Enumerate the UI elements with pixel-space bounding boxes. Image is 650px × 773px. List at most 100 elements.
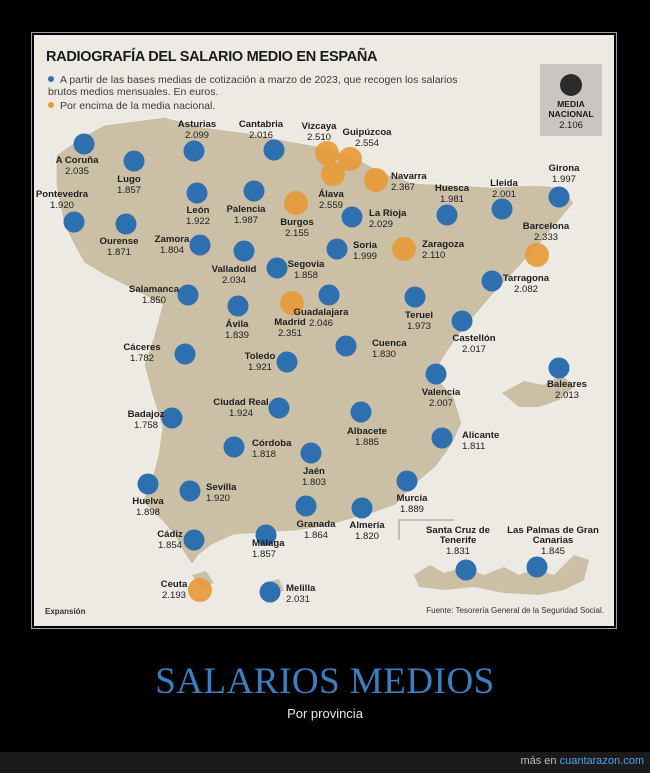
province-value: 1.803 — [301, 477, 327, 488]
marker-guipuzcoa — [338, 147, 362, 171]
marker-guadalajara — [318, 284, 340, 306]
baleares-shape — [502, 375, 574, 407]
province-value: 2.035 — [64, 166, 90, 177]
map-title: RADIOGRAFÍA DEL SALARIO MEDIO EN ESPAÑA — [46, 49, 378, 65]
marker-zamora — [189, 234, 211, 256]
label-toledo: Toledo 1.921 — [245, 351, 276, 373]
province-value: 1.898 — [135, 507, 160, 518]
province-value: 2.110 — [422, 250, 446, 261]
province-name: Zamora — [154, 234, 190, 245]
marker-madrid — [280, 291, 304, 315]
marker-granada — [295, 495, 317, 517]
province-name: Alicante — [462, 430, 500, 441]
marker-burgos — [284, 191, 308, 215]
province-value: 2.017 — [461, 344, 486, 355]
province-name: Valencia — [421, 387, 461, 398]
province-name: La Rioja — [369, 208, 407, 219]
label-jaen: Jaén 1.803 — [302, 466, 326, 488]
marker-badajoz — [161, 407, 183, 429]
province-value: 2.367 — [391, 182, 416, 193]
province-value: 1.922 — [185, 216, 211, 227]
province-name: Baleares — [546, 379, 588, 390]
label-girona: Girona 1.997 — [549, 163, 580, 185]
province-value: 1.857 — [116, 185, 142, 196]
label-castellon: Castellón 2.017 — [452, 333, 495, 355]
marker-jaen — [300, 442, 322, 464]
marker-vizcaya — [315, 141, 339, 165]
province-name: Albacete — [347, 426, 387, 437]
province-name: Vizcaya — [301, 121, 337, 132]
province-name: Teruel — [404, 310, 434, 321]
marker-leon — [186, 182, 208, 204]
province-value: 1.864 — [303, 530, 328, 541]
label-murcia: Murcia 1.889 — [397, 493, 428, 515]
marker-melilla — [259, 581, 281, 603]
province-value: 1.889 — [399, 504, 424, 515]
province-markers — [63, 133, 570, 603]
label-soria: Soria 1.999 — [353, 240, 377, 262]
label-a-coruna: A Coruña 2.035 — [56, 155, 99, 177]
province-name: Murcia — [396, 493, 428, 504]
province-name: Salamanca — [128, 284, 180, 295]
label-teruel: Teruel 1.973 — [405, 310, 433, 332]
marker-sevilla — [179, 480, 201, 502]
label-ciudad-real: Ciudad Real 1.924 — [213, 397, 268, 419]
province-value: 1.858 — [293, 270, 319, 281]
marker-alava — [321, 162, 345, 186]
label-sevilla: Sevilla 1.920 — [206, 482, 236, 504]
marker-segovia — [266, 257, 288, 279]
province-name: Soria — [353, 240, 377, 251]
footer-site-link[interactable]: cuantarazon.com — [559, 755, 644, 767]
marker-cantabria — [263, 139, 285, 161]
province-value: 1.920 — [206, 493, 231, 504]
marker-ourense — [115, 213, 137, 235]
province-value: 1.818 — [252, 449, 277, 460]
province-name: Guadalajara — [293, 307, 349, 318]
national-average-label: MEDIA NACIONAL — [548, 99, 594, 119]
label-valencia: Valencia 2.007 — [422, 387, 460, 409]
province-value: 1.850 — [141, 295, 167, 306]
marker-cuenca — [335, 335, 357, 357]
province-name: Málaga — [252, 538, 285, 549]
province-name: Álava — [318, 189, 344, 200]
marker-pontevedra — [63, 211, 85, 233]
marker-lleida — [491, 198, 513, 220]
marker-baleares — [548, 357, 570, 379]
province-value: 2.351 — [277, 328, 303, 339]
province-value: 1.921 — [247, 362, 273, 373]
label-zamora: Zamora 1.804 — [155, 234, 190, 256]
marker-huesca — [436, 204, 458, 226]
marker-soria — [326, 238, 348, 260]
province-value: 1.857 — [252, 549, 277, 560]
label-vizcaya: Vizcaya 2.510 — [301, 121, 336, 143]
province-name: Guipúzcoa — [342, 127, 392, 138]
province-value: 1.839 — [224, 330, 250, 341]
label-salamanca: Salamanca 1.850 — [129, 284, 179, 306]
province-value: 1.999 — [353, 251, 378, 262]
national-average-value: 2.106 — [559, 120, 583, 131]
province-value: 2.013 — [554, 390, 580, 401]
marker-barcelona — [525, 243, 549, 267]
label-alava: Álava 2.559 — [318, 189, 344, 211]
label-granada: Granada 1.864 — [297, 519, 336, 541]
province-value: 2.031 — [286, 594, 311, 605]
province-name: Zaragoza — [422, 239, 465, 250]
province-value: 2.034 — [221, 275, 247, 286]
label-ourense: Ourense 1.871 — [100, 236, 139, 258]
post-subheadline: Por provincia — [287, 706, 363, 721]
province-name: Barcelona — [522, 221, 570, 232]
province-name: Tarragona — [502, 273, 550, 284]
province-value: 2.333 — [533, 232, 559, 243]
label-huesca: Huesca 1.981 — [435, 183, 469, 205]
legend-orange-dot — [48, 102, 54, 108]
province-name: Segovia — [287, 259, 325, 270]
label-palencia: Palencia 1.987 — [227, 204, 266, 226]
label-lleida: Lleida 2.001 — [490, 178, 518, 200]
label-la-rioja: La Rioja 2.029 — [369, 208, 406, 230]
province-name: Sevilla — [206, 482, 237, 493]
province-value: 2.193 — [161, 590, 186, 601]
footer-text: más en cuantarazon.com — [520, 755, 644, 767]
label-cadiz: Cádiz 1.854 — [157, 529, 183, 551]
label-albacete: Albacete 1.885 — [347, 426, 387, 448]
label-pontevedra: Pontevedra 1.920 — [36, 189, 88, 211]
